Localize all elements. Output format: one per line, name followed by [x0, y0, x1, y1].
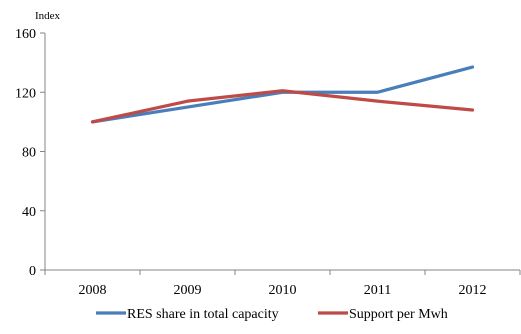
series-line-2 — [90, 89, 475, 124]
legend: RES share in total capacity Support per M… — [96, 307, 448, 322]
y-tick-label: 0 — [29, 264, 36, 279]
y-tick-label: 80 — [22, 146, 36, 161]
y-tick-label: 120 — [15, 86, 36, 101]
y-tick-label: 40 — [22, 205, 36, 220]
x-tick-label: 2011 — [364, 283, 391, 298]
legend-label: Support per Mwh — [349, 307, 448, 322]
y-axis-ticks: 0 40 80 120 160 — [15, 27, 45, 279]
y-axis-title: Index — [35, 10, 61, 22]
series-lines — [90, 65, 475, 124]
axes — [44, 33, 520, 271]
x-tick-label: 2009 — [174, 283, 202, 298]
series-line-1 — [90, 65, 475, 124]
x-axis-ticks: 2008 2009 2010 2011 2012 — [44, 270, 521, 298]
legend-label: RES share in total capacity — [127, 307, 279, 322]
x-tick-label: 2010 — [269, 283, 297, 298]
x-tick-label: 2008 — [79, 283, 107, 298]
y-tick-label: 160 — [15, 27, 36, 42]
x-tick-label: 2012 — [459, 283, 487, 298]
